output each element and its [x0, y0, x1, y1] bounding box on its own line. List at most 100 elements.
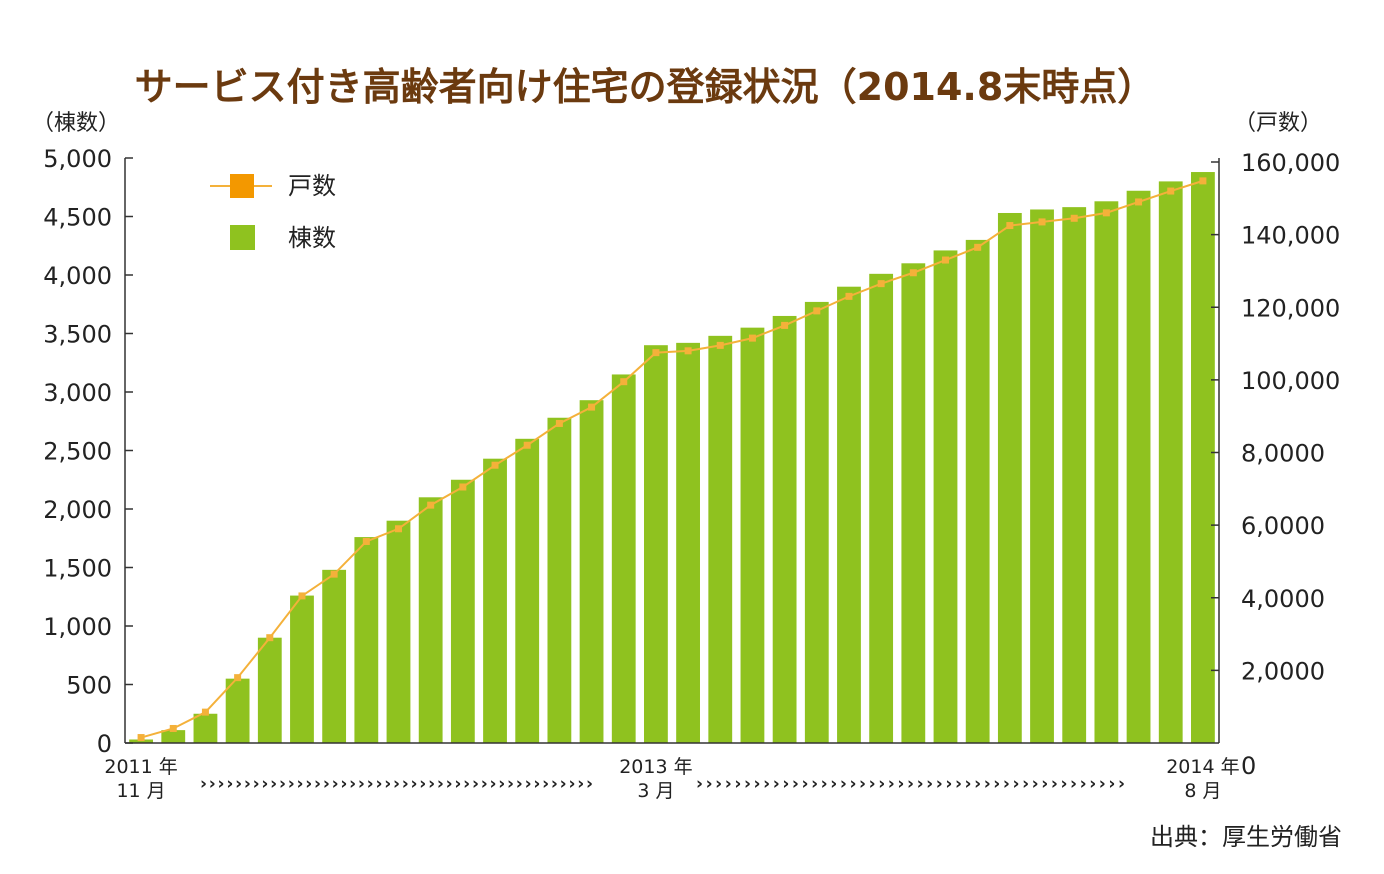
period-arrows-2: ››››››››››››››››››››››››››››››››››››››››…: [696, 774, 1124, 794]
right-tick-label-3: 6,0000: [1241, 512, 1325, 540]
left-tick-label-6: 3,000: [43, 379, 112, 407]
right-tick-label-8: 160,000: [1241, 149, 1340, 177]
left-ticks: 0 500 1,000 1,500 2,000 2,500 3,000 3,500 4,000 4…: [43, 145, 133, 758]
bar-6: [322, 569, 347, 743]
bar-12: [515, 438, 540, 743]
bar-31: [1126, 190, 1151, 743]
left-tick-label-1: 500: [66, 672, 112, 700]
line-point-31: [1135, 198, 1143, 206]
bar-25: [933, 250, 958, 743]
bar-11: [483, 458, 507, 743]
line-layer: [137, 177, 1207, 742]
legend: 戸数 棟数: [210, 172, 336, 252]
line-point-19: [748, 334, 756, 342]
left-tick-label-10: 5,000: [43, 145, 112, 173]
line-point-11: [491, 461, 499, 469]
right-tick-label-0: 0: [1241, 752, 1256, 780]
series-line-units: [140, 179, 1204, 739]
bar-2: [193, 713, 218, 743]
left-tick-label-4: 2,000: [43, 496, 112, 524]
left-tick-label-2: 1,000: [43, 613, 112, 641]
bar-13: [547, 417, 572, 743]
legend-marker-swatch: [230, 174, 254, 198]
bar-3: [225, 678, 250, 743]
chart-title: サービス付き高齢者向け住宅の登録状況（2014.8末時点）: [135, 65, 1156, 109]
line-point-29: [1070, 214, 1078, 222]
left-tick-label-5: 2,500: [43, 438, 112, 466]
line-point-33: [1199, 177, 1207, 185]
left-tick-label-8: 4,000: [43, 262, 112, 290]
bar-29: [1062, 207, 1087, 743]
line-point-2: [201, 708, 209, 716]
legend-bar-swatch: [230, 225, 255, 250]
bars-layer: [129, 172, 1215, 744]
line-point-15: [620, 378, 628, 386]
bar-27: [997, 212, 1022, 744]
left-tick-label-0: 0: [97, 730, 112, 758]
bar-20: [772, 315, 797, 743]
left-axis-unit: （棟数）: [32, 111, 120, 136]
line-point-21: [813, 307, 821, 315]
line-point-25: [942, 256, 949, 264]
line-point-28: [1038, 218, 1046, 226]
line-point-32: [1167, 187, 1175, 195]
bar-32: [1158, 181, 1183, 743]
right-tick-label-5: 100,000: [1241, 367, 1340, 395]
line-point-9: [427, 501, 435, 509]
legend-label-line: 戸数: [288, 172, 336, 200]
x-label-line2-0: 11 月: [116, 780, 165, 802]
line-point-6: [330, 570, 338, 578]
line-point-5: [298, 592, 306, 600]
bar-19: [740, 327, 765, 743]
left-tick-label-7: 3,500: [43, 321, 112, 349]
bar-9: [418, 497, 443, 743]
line-point-30: [1102, 209, 1110, 217]
right-tick-label-4: 8,0000: [1241, 440, 1325, 468]
bar-8: [386, 520, 411, 743]
line-point-18: [716, 341, 724, 349]
right-tick-label-6: 120,000: [1241, 294, 1340, 322]
bar-18: [708, 335, 733, 743]
line-point-17: [684, 347, 692, 355]
x-label-line2-2: 8 月: [1184, 780, 1221, 802]
line-point-24: [909, 269, 917, 277]
line-point-14: [588, 403, 596, 411]
bar-14: [579, 400, 604, 743]
right-tick-label-1: 2,0000: [1241, 657, 1325, 685]
x-label-line1-0: 2011 年: [104, 756, 177, 778]
x-label-line1-1: 2013 年: [619, 756, 692, 778]
bar-4: [257, 637, 282, 743]
line-point-8: [395, 525, 402, 533]
right-tick-label-2: 4,0000: [1241, 585, 1325, 613]
bar-1: [161, 730, 186, 743]
line-point-22: [845, 292, 853, 300]
x-labels: 2011 年11 月 2013 年3 月 2014 年8 月: [104, 756, 1239, 802]
source-note: 出典：厚生労働省: [1150, 823, 1342, 851]
line-point-20: [781, 321, 789, 329]
bar-33: [1191, 172, 1215, 744]
bar-24: [901, 263, 926, 743]
line-point-23: [877, 280, 885, 288]
bar-22: [837, 286, 861, 743]
line-point-1: [169, 724, 177, 732]
line-point-3: [234, 674, 242, 682]
right-tick-label-7: 140,000: [1241, 222, 1340, 250]
bar-21: [804, 301, 829, 743]
right-ticks: 0 2,0000 4,0000 6,0000 8,0000 100,000 120,000 1…: [1211, 149, 1340, 780]
bar-5: [290, 595, 314, 743]
line-point-16: [652, 349, 660, 357]
bar-17: [676, 342, 700, 743]
legend-label-bar: 棟数: [288, 224, 336, 252]
right-axis-unit: （戸数）: [1234, 111, 1322, 136]
bar-0: [129, 739, 153, 743]
line-point-7: [362, 537, 370, 545]
line-point-4: [266, 634, 274, 642]
line-point-27: [1006, 222, 1014, 230]
bar-7: [354, 537, 379, 743]
left-tick-label-9: 4,500: [43, 204, 112, 232]
x-label-line1-2: 2014 年: [1166, 756, 1239, 778]
x-label-line2-1: 3 月: [637, 780, 674, 802]
line-point-13: [555, 419, 563, 427]
bar-28: [1030, 209, 1054, 744]
